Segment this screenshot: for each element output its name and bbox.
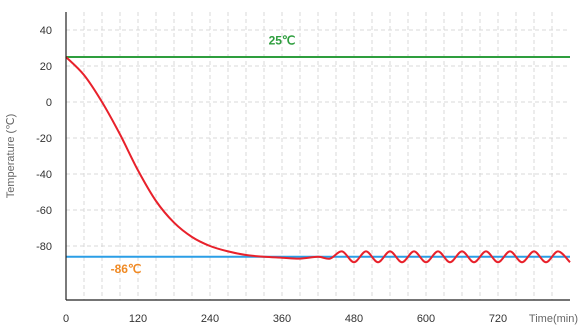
x-tick-labels: 0 120 240 360 480 600 720	[63, 313, 507, 325]
x-tick-label: 120	[129, 313, 147, 325]
x-tick-label: 480	[345, 313, 363, 325]
annotations: 25℃ -86℃	[111, 33, 296, 276]
y-tick-label: -40	[36, 169, 52, 181]
grid-layer	[66, 12, 570, 300]
series-line-2	[65, 56, 571, 264]
x-axis-title: Time(min)	[529, 313, 578, 325]
y-tick-label: 0	[46, 97, 52, 109]
x-tick-label: 600	[417, 313, 435, 325]
x-tick-label: 720	[489, 313, 507, 325]
x-tick-label: 0	[63, 313, 69, 325]
y-tick-label: 20	[40, 61, 52, 73]
y-tick-label: 40	[40, 25, 52, 37]
y-tick-labels: 40 20 0 -20 -40 -60 -80	[36, 25, 52, 253]
y-tick-label: -20	[36, 133, 52, 145]
annotation-label: -86℃	[111, 262, 142, 276]
annotation-label: 25℃	[269, 33, 296, 47]
y-tick-label: -60	[36, 205, 52, 217]
y-tick-label: -80	[36, 241, 52, 253]
x-tick-label: 240	[201, 313, 219, 325]
y-axis-title: Temperature (℃)	[5, 114, 17, 199]
series-layer	[65, 56, 571, 264]
x-tick-label: 360	[273, 313, 291, 325]
